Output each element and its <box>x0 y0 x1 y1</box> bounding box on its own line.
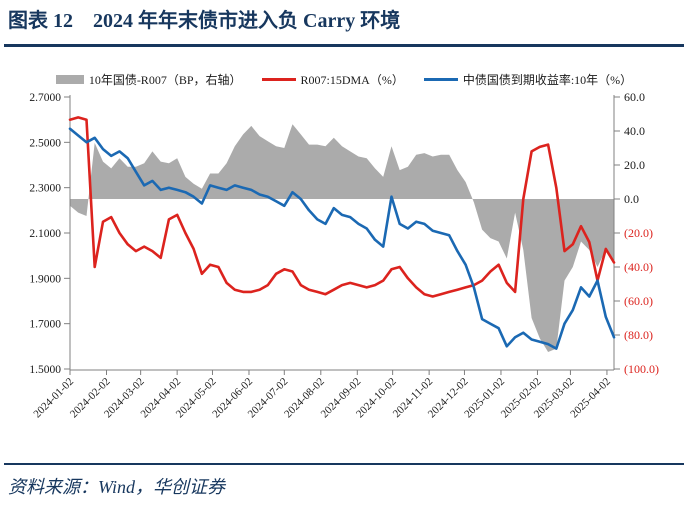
legend-line-swatch-icon <box>423 78 458 81</box>
svg-text:1.7000: 1.7000 <box>29 319 61 331</box>
figure-title: 2024 年年末债市进入负 Carry 环境 <box>93 10 401 32</box>
svg-text:1.9000: 1.9000 <box>29 273 61 285</box>
figure-label: 图表 12 <box>8 10 73 32</box>
r007-line <box>68 116 616 298</box>
svg-text:2.7000: 2.7000 <box>29 92 61 104</box>
legend-item-spread: 10年国债-R007（BP，右轴） <box>55 71 242 88</box>
spread-area <box>70 124 614 352</box>
source-divider <box>4 463 684 465</box>
bond-carry-chart: 2.7000 2.5000 2.3000 2.1000 1.9000 1.7000 1.50… <box>29 90 659 420</box>
legend-label-r007: R007:15DMA（%） <box>300 73 404 87</box>
chart-legend: 10年国债-R007（BP，右轴） R007:15DMA（%） 中债国债到期收益… <box>0 71 688 88</box>
legend-item-r007: R007:15DMA（%） <box>261 71 404 88</box>
svg-text:60.0: 60.0 <box>624 90 645 104</box>
svg-text:(20.0): (20.0) <box>624 226 653 240</box>
legend-line-swatch-icon <box>261 78 296 81</box>
title-divider <box>4 44 684 47</box>
svg-text:40.0: 40.0 <box>624 124 645 138</box>
svg-text:(80.0): (80.0) <box>624 328 653 342</box>
svg-text:0.0: 0.0 <box>624 192 639 206</box>
figure-header: 图表 12 2024 年年末债市进入负 Carry 环境 <box>8 6 680 36</box>
svg-text:2.1000: 2.1000 <box>29 228 61 240</box>
svg-text:2.5000: 2.5000 <box>29 137 61 149</box>
svg-text:(40.0): (40.0) <box>624 260 653 274</box>
svg-text:2025-04-02: 2025-04-02 <box>568 376 613 421</box>
x-axis: 2024-01-022024-02-022024-03-022024-04-02… <box>31 370 613 420</box>
svg-text:(60.0): (60.0) <box>624 294 653 308</box>
y-axis-left: 2.7000 2.5000 2.3000 2.1000 1.9000 1.7000 1.50… <box>29 92 70 376</box>
source-text: 资料来源：Wind，华创证券 <box>8 477 226 497</box>
svg-text:1.5000: 1.5000 <box>29 364 61 376</box>
cgb10y-line <box>68 127 616 350</box>
legend-area-swatch-icon <box>55 75 84 84</box>
svg-text:20.0: 20.0 <box>624 158 645 172</box>
y-axis-right: 60.0 40.0 20.0 0.0 (20.0) (40.0) (60.0) (80.0) (… <box>614 90 659 376</box>
legend-item-cgb10y: 中债国债到期收益率:10年（%） <box>423 71 633 88</box>
legend-label-spread: 10年国债-R007（BP，右轴） <box>88 73 242 87</box>
svg-text:(100.0): (100.0) <box>624 362 659 376</box>
legend-label-cgb10y: 中债国债到期收益率:10年（%） <box>462 73 633 87</box>
svg-text:2.3000: 2.3000 <box>29 183 61 195</box>
